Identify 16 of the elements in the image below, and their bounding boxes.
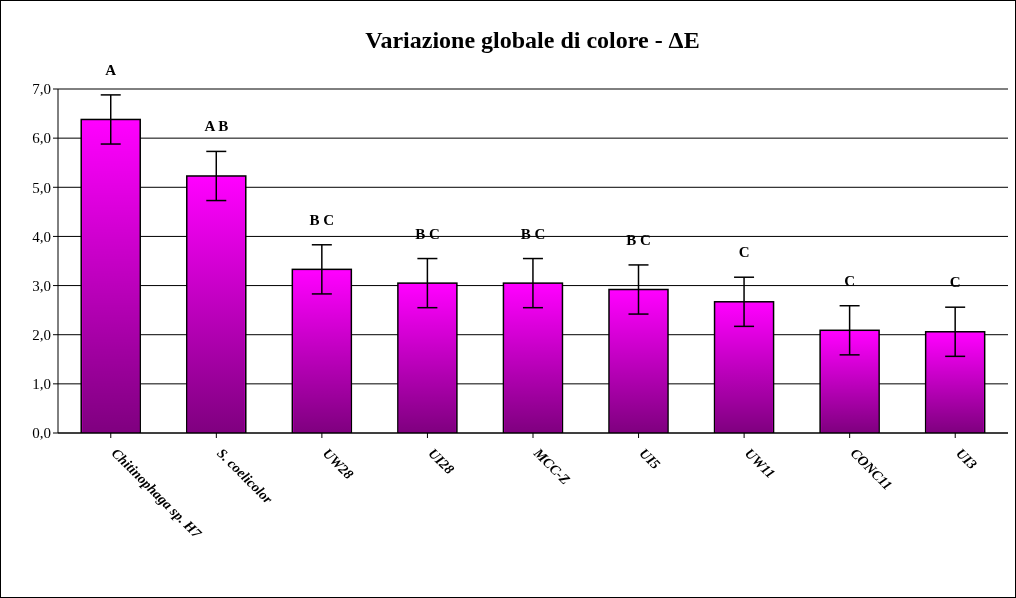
x-tick-label: UI5 xyxy=(636,445,663,473)
annotation: B C xyxy=(309,211,335,228)
y-tick-label: 2,0 xyxy=(32,327,51,344)
y-tick-label: 6,0 xyxy=(32,130,51,147)
y-tick-label: 3,0 xyxy=(32,277,51,294)
annotation: A B xyxy=(204,118,229,135)
x-tick-label: UI3 xyxy=(953,445,980,473)
y-tick-label: 5,0 xyxy=(32,179,51,196)
annotation: C xyxy=(738,244,750,261)
y-tick-label: 7,0 xyxy=(32,81,51,98)
chart-title: Variazione globale di colore - ΔE xyxy=(364,27,701,54)
y-tick-label: 4,0 xyxy=(32,228,51,245)
annotation: C xyxy=(844,272,856,289)
y-tick-label: 0,0 xyxy=(32,425,51,442)
annotation: A xyxy=(105,61,117,78)
y-tick-label: 1,0 xyxy=(32,376,51,393)
